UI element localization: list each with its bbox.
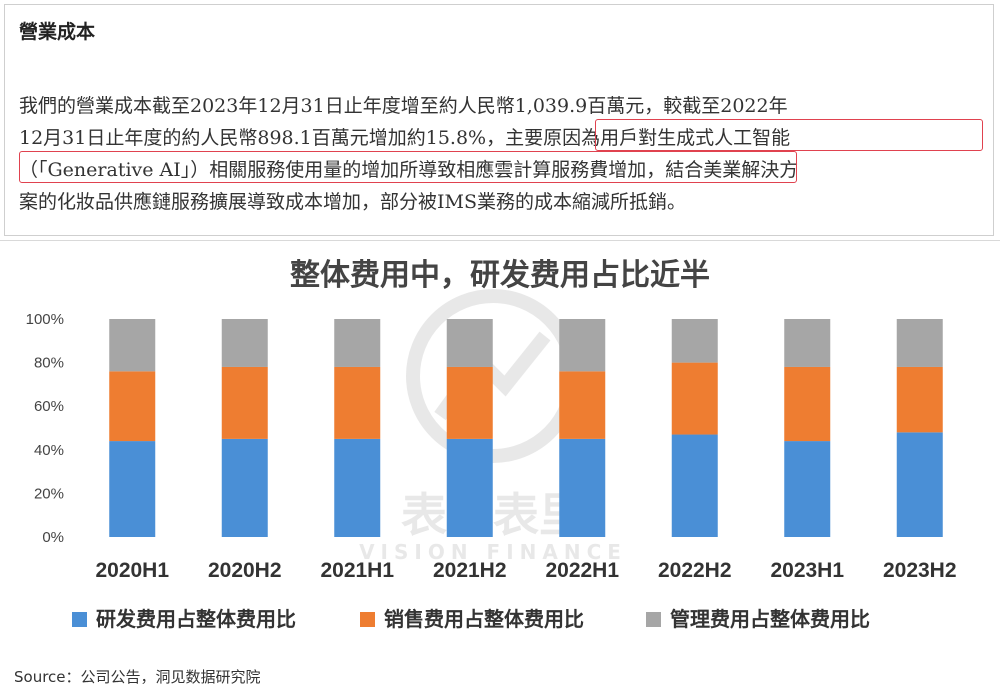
- section-heading: 營業成本: [19, 21, 96, 43]
- x-tick-label: 2021H2: [433, 559, 507, 582]
- source-note: Source：公司公告，洞见数据研究院: [14, 668, 261, 686]
- legend-label-1: 研发费用占整体费用比: [96, 607, 296, 631]
- bars: [109, 319, 943, 537]
- bar-segment-3: [671, 319, 718, 363]
- bar-segment-1: [334, 438, 381, 537]
- chart-canvas: 表外表里 VISION FINANCE 整体费用中，研发费用占比近半 0% 20%…: [26, 258, 957, 631]
- chart-title: 整体费用中，研发费用占比近半: [290, 258, 710, 293]
- bar-segment-2: [559, 371, 606, 439]
- bar-segment-3: [896, 319, 943, 367]
- y-tick-label: 40%: [34, 442, 64, 459]
- y-tick-label: 80%: [34, 355, 64, 372]
- legend-swatch-3: [646, 612, 661, 627]
- legend: 研发费用占整体费用比 销售费用占整体费用比 管理费用占整体费用比: [72, 607, 870, 631]
- x-tick-label: 2022H1: [545, 559, 619, 582]
- legend-label-2: 销售费用占整体费用比: [384, 607, 584, 631]
- bar-segment-3: [109, 319, 156, 372]
- paragraph-line-3: （「Generative AI」）相關服務使用量的增加所導致相應雲計算服務費增加…: [19, 159, 799, 181]
- stacked-bar-chart: 表外表里 VISION FINANCE 整体费用中，研发费用占比近半 0% 20%…: [0, 240, 1000, 664]
- bar-segment-2: [784, 366, 831, 442]
- bar-segment-3: [446, 319, 493, 367]
- legend-swatch-1: [72, 612, 87, 627]
- bar-segment-2: [221, 366, 268, 439]
- document-excerpt: 營業成本 我們的營業成本截至2023年12月31日止年度增至約人民幣1,039.…: [4, 4, 994, 236]
- bar-segment-3: [221, 319, 268, 367]
- x-axis: 2020H1 2020H2 2021H1 2021H2 2022H1 2022H2 2023…: [95, 559, 956, 582]
- x-tick-label: 2023H2: [883, 559, 957, 582]
- x-tick-label: 2020H1: [95, 559, 169, 582]
- bar-segment-1: [446, 438, 493, 537]
- bar-segment-2: [109, 371, 156, 442]
- y-tick-label: 20%: [34, 485, 64, 502]
- bar-segment-3: [334, 319, 381, 367]
- bar-segment-3: [559, 319, 606, 372]
- bar-segment-2: [334, 366, 381, 439]
- watermark-en: VISION FINANCE: [359, 540, 627, 564]
- y-tick-label: 100%: [26, 311, 64, 328]
- x-tick-label: 2021H1: [320, 559, 394, 582]
- y-tick-label: 60%: [34, 398, 64, 415]
- bar-segment-1: [221, 438, 268, 537]
- legend-label-3: 管理费用占整体费用比: [670, 607, 870, 631]
- x-tick-label: 2020H2: [208, 559, 282, 582]
- watermark-cn: 表外表里: [401, 488, 585, 542]
- bar-segment-1: [109, 441, 156, 537]
- y-tick-label: 0%: [42, 529, 64, 546]
- legend-swatch-2: [360, 612, 375, 627]
- paragraph-line-4: 案的化妝品供應鏈服務擴展導致成本增加，部分被IMS業務的成本縮減所抵銷。: [19, 191, 686, 213]
- bar-segment-3: [784, 319, 831, 367]
- paragraph-line-2: 12月31日止年度的約人民幣898.1百萬元增加約15.8%，主要原因為用戶對生…: [19, 127, 791, 149]
- bar-segment-1: [784, 441, 831, 537]
- bar-segment-1: [896, 432, 943, 537]
- bar-segment-2: [896, 366, 943, 433]
- bar-segment-1: [559, 438, 606, 537]
- bar-segment-2: [671, 362, 718, 435]
- bar-segment-1: [671, 434, 718, 537]
- y-axis: 0% 20% 40% 60% 80% 100%: [26, 311, 64, 546]
- x-tick-label: 2023H1: [770, 559, 844, 582]
- x-tick-label: 2022H2: [658, 559, 732, 582]
- paragraph-line-1: 我們的營業成本截至2023年12月31日止年度增至約人民幣1,039.9百萬元，…: [19, 95, 788, 117]
- bar-segment-2: [446, 366, 493, 439]
